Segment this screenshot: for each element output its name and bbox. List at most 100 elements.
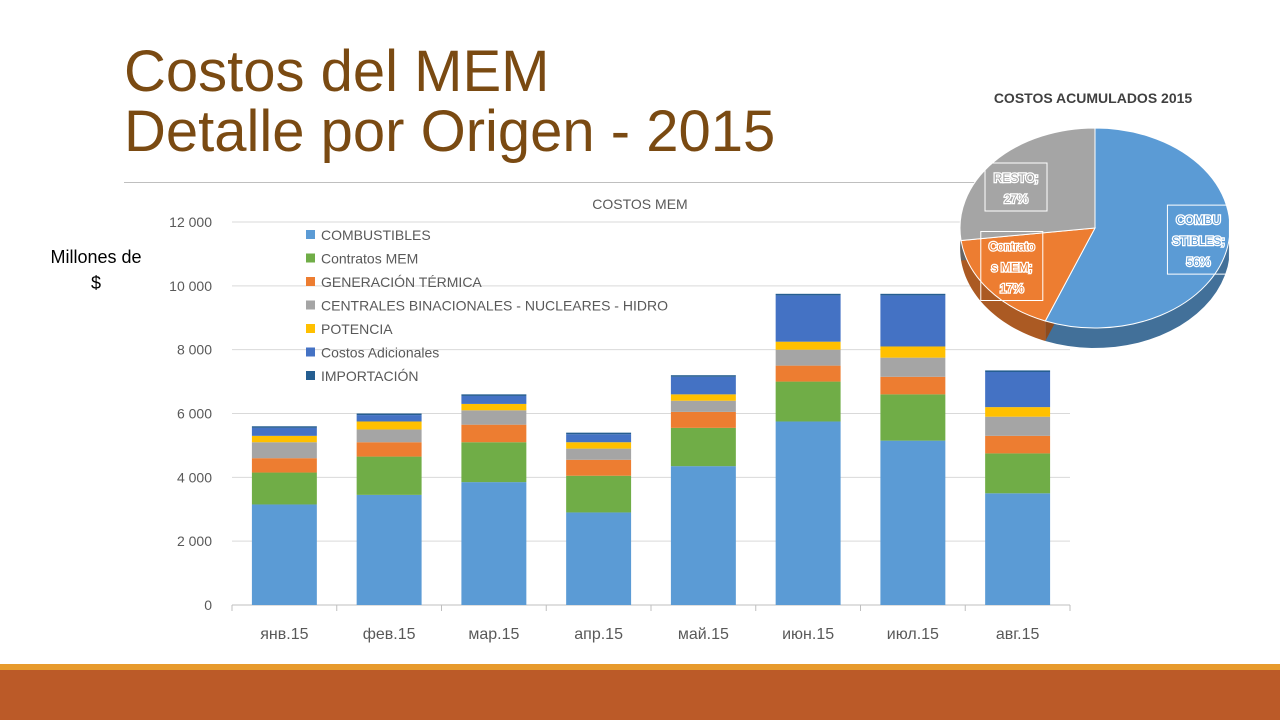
x-tick-label: авг.15 bbox=[996, 626, 1040, 643]
bar-segment bbox=[356, 429, 422, 443]
legend-label: GENERACIÓN TÉRMICA bbox=[321, 274, 482, 290]
legend-label: Costos Adicionales bbox=[321, 345, 439, 361]
x-tick-label: мар.15 bbox=[468, 626, 519, 643]
bar-segment bbox=[880, 376, 946, 395]
bar-segment bbox=[566, 432, 632, 435]
y-tick-label: 0 bbox=[204, 597, 212, 613]
y-tick-label: 8 000 bbox=[177, 342, 212, 358]
y-tick-label: 4 000 bbox=[177, 469, 212, 485]
bar-segment bbox=[880, 357, 946, 377]
bar-segment bbox=[356, 494, 422, 605]
x-tick-label: май.15 bbox=[678, 626, 729, 643]
bar-segment bbox=[461, 482, 527, 605]
bar-segment bbox=[566, 448, 632, 460]
y-tick-label: 12 000 bbox=[169, 214, 212, 230]
bar-segment bbox=[670, 427, 736, 467]
bar-segment bbox=[880, 346, 946, 358]
slide-title-line1: Costos del MEM bbox=[124, 39, 550, 104]
bar-segment bbox=[985, 370, 1051, 373]
pie-slice bbox=[1044, 127, 1231, 329]
bar-segment bbox=[251, 472, 317, 505]
pie-data-label-box bbox=[1166, 204, 1230, 275]
bar-segment bbox=[356, 421, 422, 430]
pie-slice bbox=[959, 127, 1096, 242]
bar-segment bbox=[670, 394, 736, 401]
footer-accent-line bbox=[0, 664, 1280, 670]
bar-segment bbox=[775, 381, 841, 422]
bar-segment bbox=[461, 395, 527, 404]
pie-data-label: s MEM; bbox=[991, 261, 1032, 275]
x-tick-label: июн.15 bbox=[782, 626, 834, 643]
bar-segment bbox=[566, 475, 632, 513]
bar-segment bbox=[670, 375, 736, 377]
pie-data-label: STIBLES; bbox=[1172, 234, 1225, 248]
legend-swatch bbox=[306, 347, 315, 357]
bar-segment bbox=[880, 440, 946, 605]
bar-segment bbox=[775, 341, 841, 350]
bar-segment bbox=[775, 349, 841, 366]
bar-chart-title: COSTOS MEM bbox=[592, 196, 687, 212]
legend-swatch bbox=[306, 324, 315, 333]
bar-segment bbox=[461, 424, 527, 443]
bar-segment bbox=[775, 421, 841, 605]
bar-segment bbox=[775, 295, 841, 342]
bar-segment bbox=[670, 411, 736, 428]
bar-segment bbox=[985, 493, 1051, 605]
x-tick-label: янв.15 bbox=[260, 626, 308, 643]
pie-data-label: 17% bbox=[1000, 282, 1024, 296]
bar-segment bbox=[461, 394, 527, 396]
slide-title-line2: Detalle por Origen - 2015 bbox=[124, 99, 776, 164]
pie-data-label-box bbox=[984, 162, 1048, 212]
bar-segment bbox=[566, 512, 632, 605]
legend-swatch bbox=[306, 300, 315, 310]
legend-swatch bbox=[306, 230, 315, 239]
bar-segment bbox=[251, 458, 317, 473]
bar-segment bbox=[566, 442, 632, 449]
bar-segment bbox=[775, 293, 841, 296]
bar-segment bbox=[356, 456, 422, 495]
bar-segment bbox=[670, 376, 736, 395]
legend-label: IMPORTACIÓN bbox=[321, 368, 419, 384]
y-tick-label: 2 000 bbox=[177, 533, 212, 549]
pie-data-label: 56% bbox=[1186, 255, 1210, 269]
pie-data-label: RESTO; bbox=[994, 171, 1038, 185]
bar-segment bbox=[670, 400, 736, 412]
bar-segment bbox=[251, 427, 317, 436]
y-axis-label-line2: $ bbox=[90, 273, 101, 293]
bar-segment bbox=[356, 413, 422, 416]
legend-swatch bbox=[306, 277, 315, 286]
bar-segment bbox=[251, 426, 317, 428]
legend-label: POTENCIA bbox=[321, 321, 393, 337]
bar-segment bbox=[985, 453, 1051, 494]
pie-slice bbox=[960, 227, 1096, 322]
bar-segment bbox=[985, 407, 1051, 417]
bar-segment bbox=[566, 459, 632, 476]
title-divider bbox=[124, 182, 1124, 183]
x-tick-label: июл.15 bbox=[887, 626, 939, 643]
legend-label: Contratos MEM bbox=[321, 251, 418, 267]
y-axis-label-line1: Millones de bbox=[50, 247, 142, 267]
y-axis-label: Millones de $ bbox=[34, 244, 158, 296]
bar-segment bbox=[985, 372, 1051, 408]
bar-segment bbox=[461, 442, 527, 483]
pie-data-label-box bbox=[980, 231, 1044, 302]
bar-segment bbox=[356, 442, 422, 457]
bar-segment bbox=[985, 435, 1051, 454]
pie-slice-side bbox=[961, 240, 1046, 341]
footer-band bbox=[0, 670, 1280, 720]
bar-segment bbox=[880, 293, 946, 296]
y-tick-label: 10 000 bbox=[169, 278, 212, 294]
bar-segment bbox=[985, 416, 1051, 436]
bar-segment bbox=[880, 394, 946, 441]
legend-label: COMBUSTIBLES bbox=[321, 227, 431, 243]
bar-segment bbox=[566, 434, 632, 443]
x-tick-label: фев.15 bbox=[363, 626, 416, 643]
pie-data-label: 27% bbox=[1004, 192, 1028, 206]
pie-data-label: COMBU bbox=[1176, 213, 1221, 227]
legend-label: CENTRALES BINACIONALES - NUCLEARES - HID… bbox=[321, 298, 668, 314]
y-tick-label: 6 000 bbox=[177, 406, 212, 422]
bar-segment bbox=[251, 504, 317, 605]
legend-swatch bbox=[306, 371, 315, 380]
